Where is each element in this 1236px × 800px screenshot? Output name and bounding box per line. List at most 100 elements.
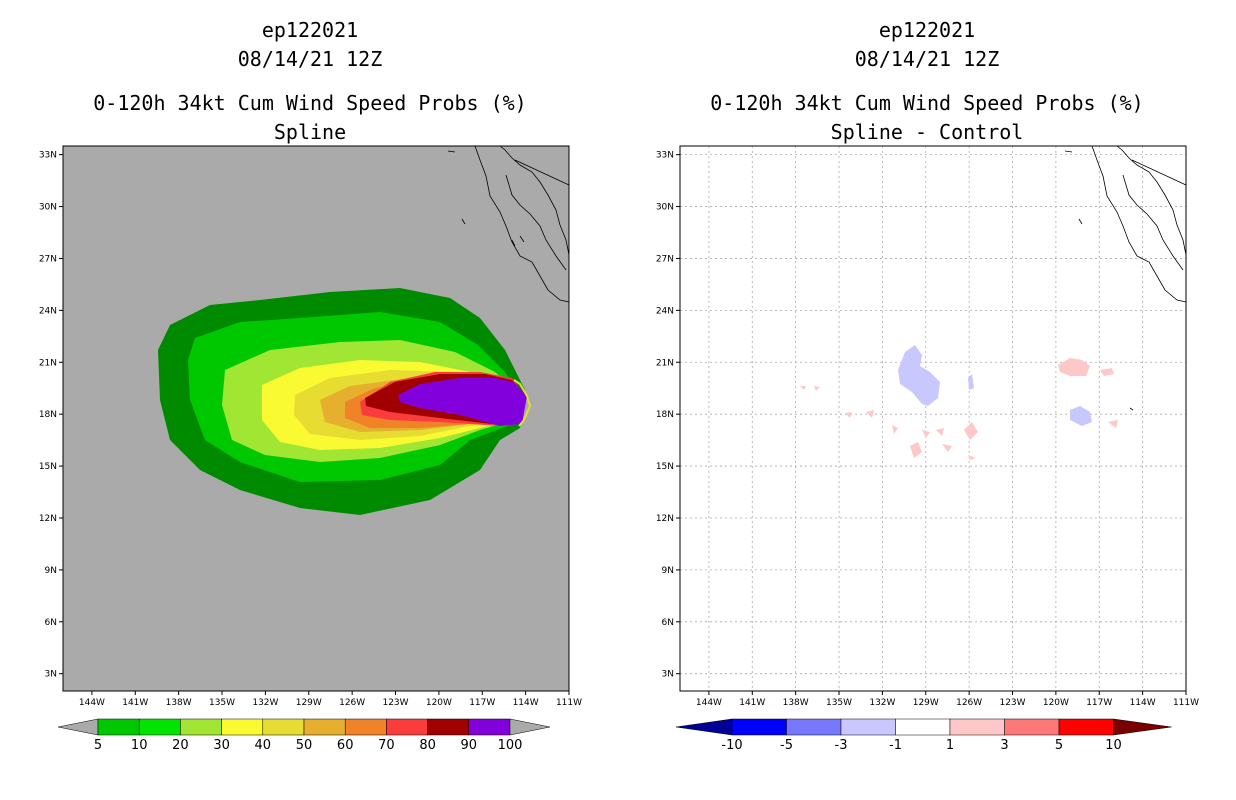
x-tick-label: 123W	[382, 698, 408, 708]
diff-blob-pos-4	[964, 422, 978, 440]
right-y-axis: 3N 6N 9N 12N 15N 18N 21N 24N 27N 30N 33N	[656, 151, 680, 680]
colorbar-label: 100	[498, 738, 523, 753]
colorbar-swatch	[344, 718, 387, 736]
x-tick-label: 120W	[1043, 698, 1069, 708]
colorbar-label: 20	[172, 738, 189, 753]
colorbar-label: 5	[1055, 738, 1063, 753]
colorbar-label: 1	[946, 738, 954, 753]
y-tick-label: 24N	[656, 306, 674, 316]
colorbar-low-arrow	[57, 718, 99, 736]
diff-blob-pos-6	[942, 444, 952, 452]
y-tick-label: 27N	[656, 254, 674, 264]
diff-blob-pos-9	[892, 425, 898, 434]
y-tick-label: 9N	[45, 566, 57, 576]
x-tick-label: 111W	[1173, 698, 1199, 708]
colorbar-swatch	[221, 718, 264, 736]
colorbar-label: -1	[889, 738, 902, 753]
y-tick-label: 15N	[656, 462, 674, 472]
colorbar-label: -5	[780, 738, 793, 753]
colorbar-swatch	[786, 718, 842, 736]
x-tick-label: 129W	[913, 698, 939, 708]
y-tick-label: 3N	[45, 670, 57, 680]
right-title-product: 0-120h 34kt Cum Wind Speed Probs (%)	[710, 91, 1144, 115]
difference-contours	[800, 345, 1118, 460]
colorbar-label: 40	[255, 738, 272, 753]
y-tick-label: 18N	[39, 410, 57, 420]
diff-blob-neg-1	[898, 345, 940, 406]
y-tick-label: 12N	[39, 514, 57, 524]
coastline	[447, 145, 570, 303]
y-tick-label: 33N	[39, 151, 57, 161]
colorbar-label: 50	[296, 738, 313, 753]
colorbar-swatch	[262, 718, 305, 736]
colorbar-swatch	[949, 718, 1005, 736]
x-tick-label: 123W	[999, 698, 1025, 708]
diff-blob-pos-3	[1108, 420, 1118, 428]
right-map-panel: 144W 141W 138W 135W 132W 129W 126W 123W 120W 117W…	[656, 145, 1199, 708]
x-tick-label: 132W	[252, 698, 278, 708]
x-tick-label: 117W	[1086, 698, 1112, 708]
right-title-method: Spline - Control	[830, 120, 1024, 144]
left-title-method: Spline	[273, 120, 347, 144]
colorbar-label: 10	[1105, 738, 1122, 753]
colorbar-swatch	[468, 718, 511, 736]
x-tick-label: 138W	[166, 698, 192, 708]
colorbar-high-arrow	[509, 718, 551, 736]
colorbar-swatch	[180, 718, 222, 736]
y-tick-label: 6N	[45, 618, 57, 628]
left-colorbar: 5 10 20 30 40 50 60 70 80 90 100	[57, 718, 551, 753]
x-tick-label: 129W	[296, 698, 322, 708]
y-tick-label: 12N	[656, 514, 674, 524]
x-tick-label: 135W	[826, 698, 852, 708]
x-tick-label: 141W	[122, 698, 148, 708]
x-tick-label: 141W	[739, 698, 765, 708]
colorbar-label: 30	[213, 738, 230, 753]
colorbar-label: 3	[1000, 738, 1008, 753]
x-tick-label: 114W	[513, 698, 539, 708]
left-y-axis: 3N 6N 9N 12N 15N 18N 21N 24N 27N 30N 33N	[39, 151, 63, 680]
y-tick-label: 15N	[39, 462, 57, 472]
x-tick-label: 117W	[469, 698, 495, 708]
probability-contours	[158, 288, 532, 515]
x-tick-label: 135W	[209, 698, 235, 708]
left-title-storm: ep122021	[261, 18, 359, 42]
diff-blob-pos-12	[800, 386, 806, 390]
colorbar-swatch	[840, 718, 896, 736]
colorbar-high-arrow	[1113, 718, 1172, 736]
diff-blob-neg-2	[968, 374, 974, 390]
y-tick-label: 18N	[656, 410, 674, 420]
diff-blob-neg-3	[1070, 406, 1092, 426]
x-tick-label: 111W	[556, 698, 582, 708]
diff-blob-pos-10	[922, 430, 930, 438]
diff-blob-pos-5	[910, 442, 922, 458]
left-title-product: 0-120h 34kt Cum Wind Speed Probs (%)	[93, 91, 527, 115]
colorbar-swatch	[303, 718, 346, 736]
colorbar-swatch	[731, 718, 787, 736]
y-tick-label: 6N	[662, 618, 674, 628]
right-map-gridlines	[680, 146, 1187, 691]
diff-blob-pos-1	[1058, 358, 1090, 376]
right-map-background	[680, 146, 1186, 691]
left-title-date: 08/14/21 12Z	[237, 47, 383, 71]
diff-blob-pos-11	[936, 428, 944, 436]
x-tick-label: 132W	[869, 698, 895, 708]
colorbar-label: 60	[337, 738, 354, 753]
x-tick-label: 144W	[696, 698, 722, 708]
colorbar-label: -3	[835, 738, 848, 753]
y-tick-label: 9N	[662, 566, 674, 576]
colorbar-swatch	[427, 718, 470, 736]
colorbar-swatch	[1058, 718, 1114, 736]
x-tick-label: 126W	[339, 698, 365, 708]
colorbar-low-arrow	[675, 718, 733, 736]
x-tick-label: 114W	[1130, 698, 1156, 708]
diff-blob-pos-7	[866, 410, 874, 418]
y-tick-label: 24N	[39, 306, 57, 316]
colorbar-label: -10	[721, 738, 742, 753]
x-tick-label: 126W	[956, 698, 982, 708]
diff-blob-pos-8	[845, 412, 852, 418]
diff-blob-pos-13	[814, 386, 820, 391]
diff-blob-pos-2	[1100, 368, 1114, 376]
colorbar-label: 5	[94, 738, 102, 753]
x-tick-label: 138W	[783, 698, 809, 708]
